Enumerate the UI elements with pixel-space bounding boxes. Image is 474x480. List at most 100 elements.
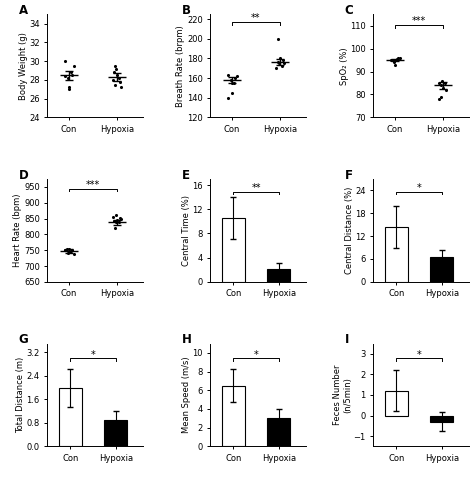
- Y-axis label: Total Distance (m): Total Distance (m): [16, 357, 25, 433]
- Text: G: G: [18, 333, 28, 346]
- Point: [68, 72, 75, 79]
- Point: [110, 217, 118, 225]
- Point: [272, 64, 280, 72]
- Point: [110, 69, 118, 76]
- Bar: [222, 385, 245, 446]
- Point: [61, 57, 69, 65]
- Point: [61, 72, 69, 80]
- Point: [61, 246, 69, 254]
- Text: E: E: [182, 168, 190, 182]
- Point: [394, 54, 401, 61]
- Text: A: A: [18, 4, 28, 17]
- Bar: [59, 388, 82, 446]
- Text: B: B: [182, 4, 191, 17]
- Point: [117, 84, 125, 91]
- Point: [393, 55, 401, 63]
- Y-axis label: Central Distance (%): Central Distance (%): [345, 187, 354, 274]
- Point: [67, 69, 75, 76]
- Point: [228, 79, 236, 87]
- Y-axis label: Body Weight (g): Body Weight (g): [19, 32, 28, 100]
- Text: *: *: [417, 183, 421, 193]
- Point: [279, 57, 287, 64]
- Point: [231, 74, 238, 82]
- Point: [111, 62, 118, 70]
- Y-axis label: Breath Rate (brpm): Breath Rate (brpm): [176, 25, 185, 107]
- Point: [391, 59, 398, 66]
- Point: [442, 86, 450, 94]
- Bar: [430, 416, 453, 422]
- Y-axis label: Central Time (%): Central Time (%): [182, 195, 191, 266]
- Point: [274, 35, 282, 43]
- Point: [64, 249, 72, 256]
- Point: [111, 224, 118, 232]
- Text: C: C: [345, 4, 354, 17]
- Point: [280, 60, 288, 67]
- Point: [437, 93, 445, 100]
- Point: [67, 247, 75, 255]
- Point: [70, 250, 77, 258]
- Bar: [385, 227, 408, 282]
- Point: [278, 62, 285, 70]
- Point: [61, 246, 69, 254]
- Point: [112, 218, 119, 226]
- Bar: [104, 420, 128, 446]
- Text: ***: ***: [412, 16, 426, 26]
- Text: H: H: [182, 333, 191, 346]
- Point: [64, 74, 72, 82]
- Point: [276, 55, 284, 62]
- Point: [116, 78, 124, 85]
- Point: [63, 245, 71, 252]
- Bar: [267, 419, 290, 446]
- Point: [396, 54, 403, 61]
- Point: [438, 77, 446, 84]
- Point: [65, 85, 73, 93]
- Text: *: *: [91, 350, 95, 360]
- Point: [113, 212, 120, 219]
- Point: [65, 84, 73, 91]
- Bar: [267, 268, 290, 282]
- Point: [441, 79, 448, 87]
- Point: [437, 82, 445, 89]
- Point: [115, 218, 122, 226]
- Point: [391, 56, 399, 64]
- Bar: [385, 391, 408, 416]
- Text: **: **: [251, 183, 261, 193]
- Point: [439, 84, 447, 91]
- Text: ***: ***: [86, 180, 100, 190]
- Point: [109, 213, 117, 221]
- Point: [224, 72, 232, 79]
- Y-axis label: SpO₂ (%): SpO₂ (%): [339, 47, 348, 84]
- Bar: [222, 218, 245, 282]
- Point: [111, 81, 118, 88]
- Point: [228, 89, 236, 96]
- Point: [117, 216, 125, 223]
- Point: [228, 76, 235, 84]
- Point: [230, 79, 238, 87]
- Point: [274, 59, 282, 66]
- Point: [275, 60, 283, 67]
- Text: **: **: [251, 13, 261, 24]
- Point: [392, 61, 399, 69]
- Point: [109, 76, 117, 84]
- Point: [224, 94, 232, 101]
- Y-axis label: Heart Rate (bpm): Heart Rate (bpm): [13, 193, 22, 267]
- Point: [65, 245, 73, 252]
- Point: [435, 95, 443, 103]
- Point: [435, 79, 443, 87]
- Point: [70, 62, 77, 70]
- Text: D: D: [18, 168, 28, 182]
- Text: I: I: [345, 333, 349, 346]
- Point: [112, 65, 119, 72]
- Y-axis label: Feces Number
(n/5min): Feces Number (n/5min): [333, 365, 352, 425]
- Point: [113, 72, 121, 79]
- Bar: [430, 257, 453, 282]
- Point: [115, 74, 122, 82]
- Text: *: *: [254, 350, 258, 360]
- Point: [233, 72, 240, 80]
- Point: [65, 248, 73, 256]
- Point: [113, 216, 121, 224]
- Text: F: F: [345, 168, 353, 182]
- Point: [387, 56, 395, 64]
- Y-axis label: Mean Speed (m/s): Mean Speed (m/s): [182, 357, 191, 433]
- Point: [68, 246, 75, 253]
